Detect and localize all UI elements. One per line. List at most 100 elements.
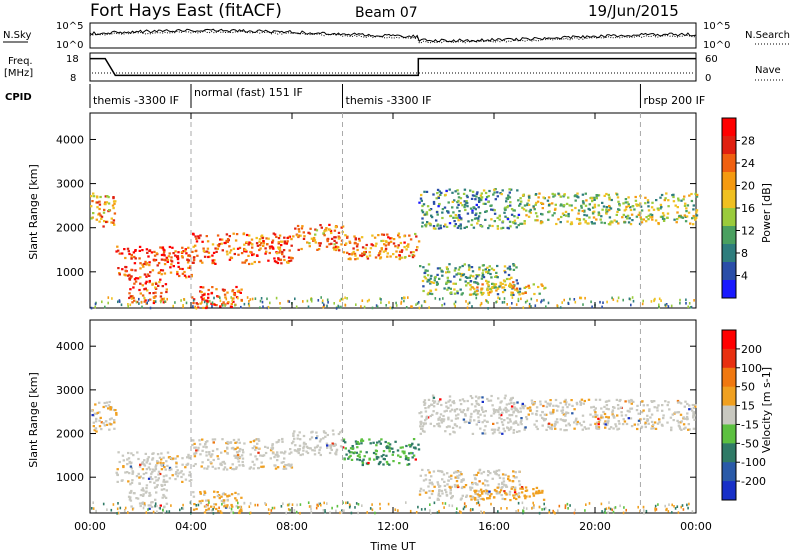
echo-cell	[445, 225, 449, 228]
echo-cell	[91, 200, 94, 203]
echo-cell	[590, 406, 593, 409]
echo-cell	[105, 201, 109, 204]
echo-cell	[288, 235, 292, 238]
echo-cell	[307, 231, 310, 234]
echo-cell	[482, 202, 485, 205]
echo-cell	[593, 198, 596, 201]
echo-cell	[489, 472, 492, 475]
echo-cell	[424, 277, 427, 280]
echo-cell	[616, 404, 620, 407]
echo-cell	[646, 414, 649, 417]
echo-cell	[275, 260, 278, 264]
echo-cell	[160, 458, 163, 461]
echo-cell	[545, 428, 548, 431]
echo-cell	[570, 209, 574, 212]
echo-cell	[440, 403, 443, 407]
echo-cell	[232, 232, 235, 235]
ground-scatter-cell	[637, 505, 639, 509]
echo-cell	[269, 247, 272, 250]
echo-cell	[559, 428, 562, 431]
echo-cell	[537, 285, 540, 289]
echo-cell	[682, 427, 686, 430]
echo-cell	[566, 406, 569, 409]
ground-scatter-cell	[194, 305, 196, 309]
echo-cell	[215, 304, 218, 307]
echo-cell	[208, 451, 211, 454]
echo-cell	[587, 398, 591, 401]
echo-cell	[178, 274, 181, 278]
echo-cell	[510, 293, 513, 297]
echo-cell	[493, 285, 496, 288]
echo-cell	[211, 259, 214, 262]
ground-scatter-cell	[632, 299, 635, 303]
ground-scatter-cell	[673, 505, 675, 508]
echo-cell	[129, 465, 133, 468]
echo-cell	[611, 409, 615, 412]
echo-cell	[457, 196, 461, 199]
echo-cell	[159, 295, 163, 298]
echo-cell	[504, 484, 508, 487]
echo-cell	[217, 467, 220, 470]
echo-cell	[565, 424, 568, 427]
echo-cell	[484, 191, 488, 195]
echo-cell	[153, 481, 156, 484]
echo-cell	[148, 507, 151, 510]
echo-cell	[575, 401, 579, 404]
colorbar-swatch	[722, 154, 736, 173]
echo-cell	[486, 266, 489, 269]
ground-scatter-cell	[415, 511, 418, 514]
echo-cell	[549, 412, 553, 415]
echo-cell	[287, 261, 290, 264]
echo-cell	[392, 253, 395, 256]
echo-cell	[663, 217, 666, 221]
echo-cell	[423, 190, 426, 193]
ground-scatter-cell	[205, 505, 207, 508]
echo-cell	[441, 216, 444, 220]
echo-cell	[478, 268, 481, 271]
echo-cell	[351, 445, 354, 448]
echo-cell	[464, 413, 467, 416]
ground-scatter-cell	[224, 504, 226, 508]
echo-cell	[493, 191, 496, 194]
echo-cell	[597, 423, 600, 426]
ground-scatter-cell	[558, 504, 561, 508]
echo-cell	[501, 423, 505, 426]
echo-cell	[192, 259, 196, 262]
ground-scatter-cell	[285, 511, 287, 515]
echo-cell	[226, 240, 229, 243]
echo-cell	[579, 400, 582, 403]
ground-scatter-cell	[211, 305, 213, 308]
echo-cell	[514, 409, 517, 412]
echo-cell	[665, 192, 668, 195]
echo-cell	[153, 259, 156, 262]
ground-scatter-cell	[515, 303, 518, 306]
echo-cell	[456, 226, 460, 229]
echo-cell	[615, 213, 618, 216]
echo-cell	[477, 471, 480, 474]
echo-cell	[254, 448, 257, 451]
echo-cell	[560, 215, 563, 219]
echo-cell	[208, 453, 211, 456]
echo-cell	[420, 411, 423, 414]
echo-cell	[374, 453, 378, 456]
echo-cell	[181, 267, 184, 271]
echo-cell	[386, 255, 389, 258]
echo-cell	[647, 422, 650, 425]
echo-cell	[203, 490, 206, 493]
ground-scatter-cell	[343, 509, 345, 512]
echo-cell	[497, 426, 501, 429]
echo-cell	[209, 454, 213, 458]
echo-cell	[498, 413, 501, 416]
echo-cell	[175, 465, 178, 468]
echo-cell	[284, 467, 288, 470]
colorbar-tick-label: 15	[741, 400, 755, 413]
echo-cell	[524, 489, 528, 492]
ground-scatter-cell	[538, 505, 541, 509]
echo-cell	[488, 269, 491, 272]
echo-cell	[155, 491, 158, 494]
echo-cell	[508, 196, 512, 199]
echo-cell	[188, 457, 191, 460]
echo-cell	[450, 408, 454, 411]
echo-cell	[124, 265, 127, 269]
ground-scatter-cell	[609, 507, 612, 511]
